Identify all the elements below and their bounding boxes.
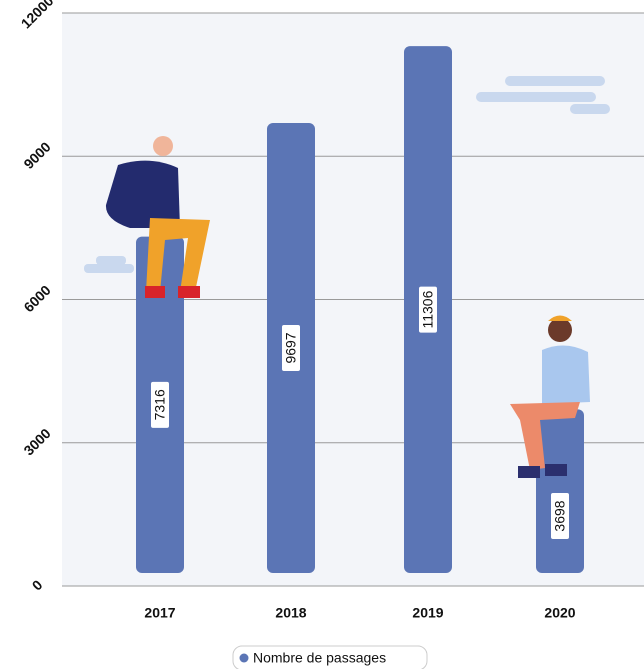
- cloud: [505, 76, 605, 86]
- clouds: [84, 76, 610, 273]
- head: [548, 318, 572, 342]
- shoe: [518, 466, 540, 478]
- y-tick-label: 0: [29, 577, 46, 594]
- value-label-group: 7316: [151, 381, 169, 428]
- legend-box: [232, 645, 428, 669]
- bar: [536, 409, 584, 573]
- helmet: [548, 315, 572, 321]
- value-label-group: 9697: [282, 324, 300, 371]
- legend: Nombre de passages: [232, 645, 428, 669]
- x-tick-label: 2020: [544, 605, 575, 621]
- x-tick-label: 2018: [275, 605, 306, 621]
- value-label-box: [419, 286, 437, 333]
- y-tick-label: 3000: [20, 425, 53, 458]
- legs: [510, 402, 580, 470]
- torso: [105, 160, 180, 228]
- value-label: 11306: [420, 290, 436, 328]
- value-label-box: [282, 324, 300, 371]
- value-label: 7316: [152, 389, 168, 420]
- shoe: [545, 464, 567, 476]
- value-label: 9697: [283, 332, 299, 363]
- value-label-group: 3698: [551, 493, 569, 539]
- y-tick-label: 9000: [20, 139, 53, 172]
- legend-swatch: [239, 653, 249, 663]
- value-label: 3698: [552, 500, 568, 531]
- legend-label: Nombre de passages: [253, 650, 386, 666]
- cloud: [476, 92, 596, 102]
- cloud: [570, 104, 610, 114]
- x-tick-label: 2019: [412, 605, 443, 621]
- y-tick-label: 12000: [18, 0, 57, 32]
- head: [153, 136, 173, 156]
- cloud: [96, 256, 126, 265]
- legs: [146, 218, 210, 292]
- cloud: [84, 264, 134, 273]
- y-tick-label: 6000: [20, 282, 53, 315]
- figure-left: [105, 136, 210, 298]
- x-tick-label: 2017: [144, 605, 175, 621]
- shoe: [178, 286, 200, 298]
- plot: 0 3000 6000 9000 12000 2017 2018 2019 2020 7316 96…: [18, 0, 644, 621]
- value-label-group: 11306: [419, 286, 437, 333]
- value-label-box: [551, 493, 569, 539]
- value-label-box: [151, 381, 169, 428]
- figure-right: [510, 315, 590, 478]
- shoe: [145, 286, 165, 298]
- torso: [542, 345, 590, 404]
